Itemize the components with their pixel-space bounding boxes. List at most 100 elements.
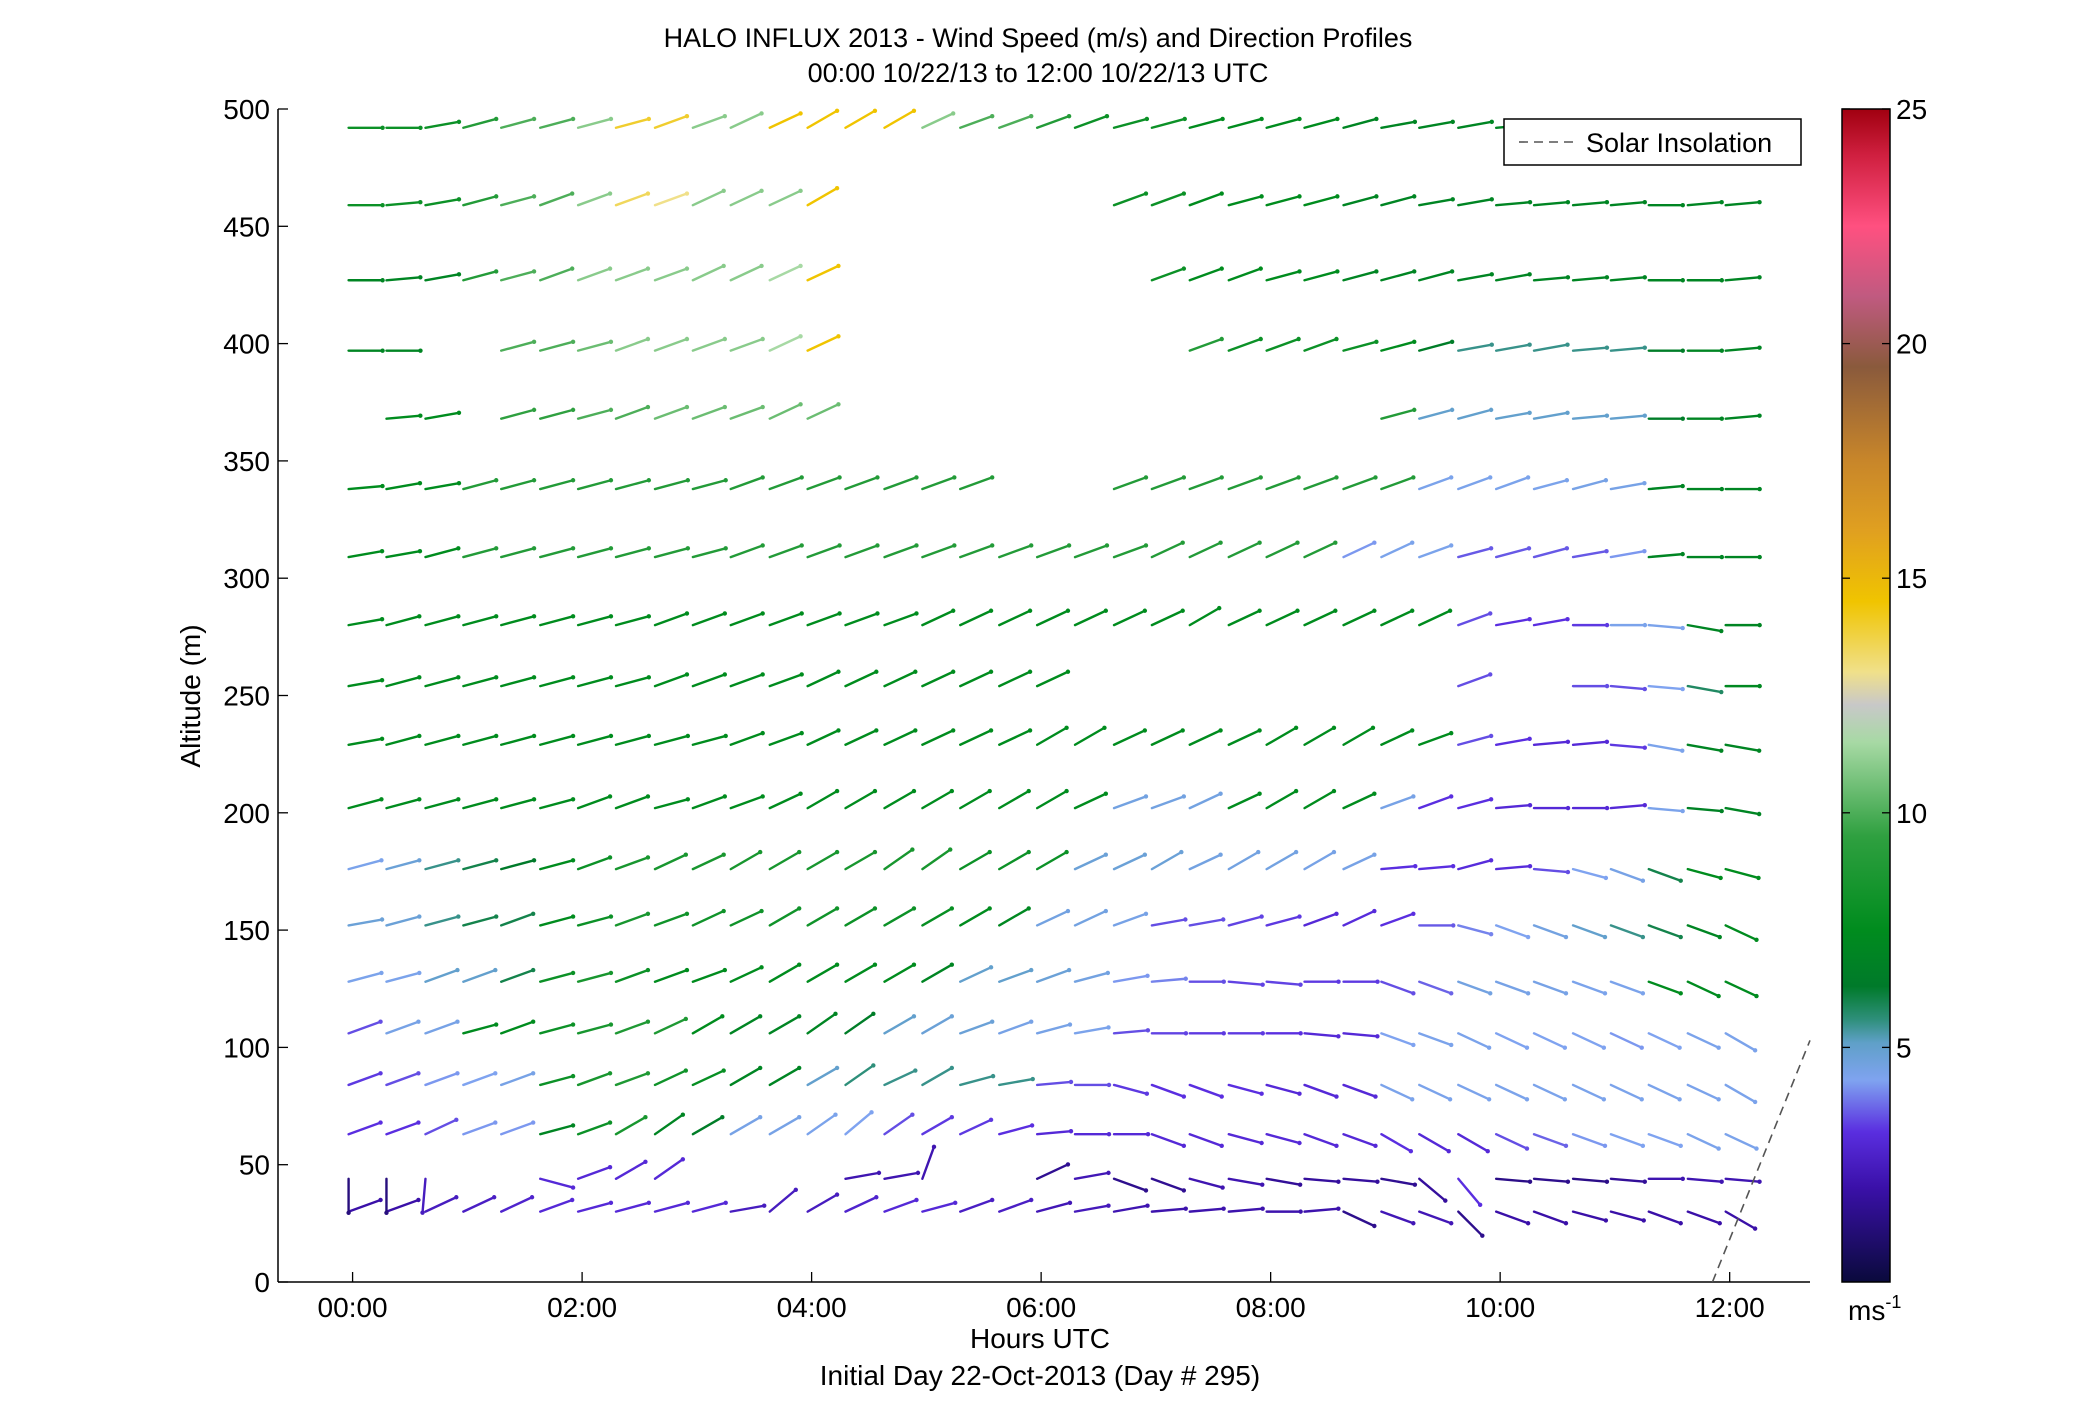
wind-vector-head [1258,336,1263,342]
wind-vector [576,733,614,746]
wind-vector-shaft [576,734,613,746]
x-tick-label: 02:00 [547,1292,617,1323]
wind-vector-shaft [1150,117,1186,129]
wind-vector-shaft [1035,850,1068,871]
wind-vector-head [493,733,499,739]
wind-vector-shaft [691,114,727,129]
wind-vector-shaft [1686,684,1723,694]
wind-vector-head [1719,689,1724,695]
wind-vector-head [914,475,919,480]
wind-vector-shaft [1265,726,1298,746]
wind-vector [1150,1206,1188,1213]
wind-vector-head [1375,979,1380,984]
wind-vector [959,543,995,559]
wind-vector-head [1642,686,1647,692]
wind-vector [1457,272,1494,282]
wind-vector-shaft [883,907,916,927]
wind-vector [1073,970,1111,983]
wind-vector-shaft [729,405,764,420]
wind-vector [1571,1133,1608,1149]
wind-vector-head [1412,269,1417,274]
wind-vector-shaft [347,679,384,688]
wind-vector-head [378,1019,383,1024]
wind-vector-shaft [347,1020,382,1035]
wind-vector-head [1680,748,1685,753]
wind-vector-shaft [1342,270,1378,282]
wind-vector [576,266,613,282]
wind-vector-shaft [1073,726,1106,746]
wind-vector [1571,200,1610,207]
wind-vector [1647,416,1685,421]
wind-vector-shaft [1609,1032,1643,1049]
wind-vector-shaft [1609,743,1646,749]
wind-vector [806,334,841,352]
wind-vector-head [796,906,802,911]
wind-vector-head [1256,849,1261,855]
wind-vector-shaft [1188,1177,1224,1189]
wind-vector-head [1449,407,1455,413]
wind-vector-head [988,965,994,970]
wind-vector-head [1754,1146,1759,1151]
wind-vector-shaft [1265,850,1298,871]
wind-vector-head [1373,475,1378,480]
wind-vector [653,1157,686,1180]
wind-vector [1188,979,1226,984]
wind-vector [806,728,841,746]
wind-vector [921,543,957,559]
wind-vector-head [607,1164,613,1170]
wind-vector [998,728,1033,746]
wind-vector-shaft [424,1020,459,1035]
wind-vector-head [608,733,614,739]
wind-vector-shaft [844,907,877,927]
wind-vector-shaft [1188,192,1223,207]
wind-vector [1571,805,1610,811]
wind-vector [1380,1133,1414,1154]
wind-vector [1724,413,1762,420]
wind-vector-shaft [462,1072,497,1087]
wind-vector-shaft [424,411,461,420]
wind-vector [539,858,576,871]
wind-vector-head [1029,1197,1034,1203]
wind-vector-shaft [385,615,421,627]
wind-vector-head [1642,548,1647,554]
wind-vector-shaft [653,479,690,491]
wind-vector [1609,743,1647,750]
wind-vector-head [607,855,613,860]
wind-vector-shaft [347,971,383,983]
wind-vector-shaft [576,856,612,871]
wind-vector [921,669,956,688]
wind-vector-shaft [500,195,536,207]
wind-vector [998,1076,1035,1087]
wind-vector-head [608,546,614,551]
wind-vector-head [1489,119,1494,125]
wind-vector [1380,194,1417,207]
wind-vector [653,404,690,420]
wind-vector-shaft [1686,201,1723,207]
wind-vector-head [417,733,422,739]
wind-vector [462,675,499,688]
wind-vector-shaft [691,795,727,810]
wind-vector-shaft [1035,1080,1073,1087]
wind-vector-shaft [921,112,955,129]
wind-vector-shaft [614,676,651,688]
wind-vector-shaft [385,971,421,983]
wind-vector-head [759,188,764,194]
wind-vector-head [1219,475,1224,480]
wind-vector [1724,345,1762,352]
wind-vector-head [1297,914,1302,919]
wind-vector [462,914,499,927]
wind-vector [462,1195,497,1213]
wind-vector-head [1524,1097,1530,1102]
wind-vector [1227,1031,1265,1036]
wind-vector-shaft [614,117,651,129]
wind-vector [1188,540,1223,559]
wind-vector [500,1019,536,1035]
wind-vector-shaft [1571,549,1608,559]
wind-vector-head [910,1112,915,1117]
wind-vector-head [1027,608,1033,613]
wind-vector [539,1123,576,1136]
wind-vector [1035,1079,1074,1087]
wind-vector-head [1489,197,1494,202]
wind-vector-shaft [1112,544,1148,559]
